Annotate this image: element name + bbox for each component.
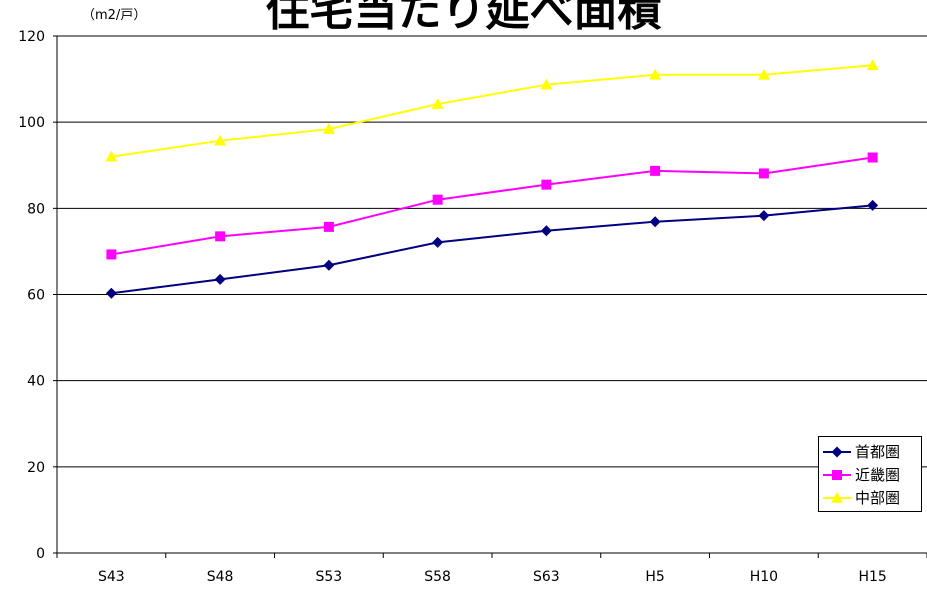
x-tick-label: S63 xyxy=(533,569,560,585)
data-point-shutoken xyxy=(649,216,661,228)
data-point-kinki xyxy=(106,249,117,260)
y-tick-label: 100 xyxy=(18,115,45,131)
data-point-shutoken xyxy=(432,236,444,248)
legend-label: 中部圏 xyxy=(855,489,901,507)
legend-swatch xyxy=(823,446,851,457)
data-point-chubu xyxy=(322,123,335,134)
data-point-kinki xyxy=(215,231,226,242)
legend-item-shutoken: 首都圏 xyxy=(822,440,921,463)
series-line-chubu xyxy=(111,64,873,158)
data-point-shutoken xyxy=(323,259,335,271)
legend-item-kinki: 近畿圏 xyxy=(822,463,921,486)
data-point-shutoken xyxy=(540,225,552,237)
x-tick-label: S53 xyxy=(316,569,343,585)
data-point-chubu xyxy=(866,59,879,71)
x-tick-label: H5 xyxy=(645,569,664,585)
y-tick-label: 0 xyxy=(36,546,45,562)
legend-label: 近畿圏 xyxy=(855,466,901,484)
legend-label: 首都圏 xyxy=(855,443,901,461)
y-tick-label: 120 xyxy=(18,29,45,45)
x-tick-label: S58 xyxy=(424,569,451,585)
data-point-kinki xyxy=(541,179,552,190)
x-tick-label: S43 xyxy=(98,569,125,585)
data-point-chubu xyxy=(757,68,770,80)
data-point-shutoken xyxy=(105,287,117,299)
chart-title: 住宅当たり延べ面積 xyxy=(265,0,662,36)
y-tick-label: 60 xyxy=(27,288,45,304)
x-tick-label: H15 xyxy=(858,569,886,585)
y-tick-label: 80 xyxy=(27,201,45,217)
data-point-chubu xyxy=(540,78,553,90)
legend-marker xyxy=(831,491,843,503)
data-point-chubu xyxy=(649,68,662,80)
series-line-shutoken xyxy=(111,204,873,295)
legend-item-chubu: 中部圏 xyxy=(822,486,921,509)
legend-marker xyxy=(832,469,842,480)
data-point-shutoken xyxy=(867,199,879,211)
x-tick-label: S48 xyxy=(207,569,234,585)
data-point-shutoken xyxy=(758,210,770,222)
series-line-kinki xyxy=(111,156,873,256)
x-tick-label: H10 xyxy=(750,569,778,585)
legend-swatch xyxy=(823,491,851,503)
y-tick-label: 40 xyxy=(27,374,45,390)
data-point-kinki xyxy=(323,221,334,232)
data-point-shutoken xyxy=(214,273,226,285)
data-point-kinki xyxy=(867,152,878,163)
legend-swatch xyxy=(823,469,851,480)
data-point-kinki xyxy=(758,168,769,179)
data-point-chubu xyxy=(105,150,118,162)
data-point-chubu xyxy=(431,98,444,109)
legend-marker xyxy=(831,446,843,457)
data-point-chubu xyxy=(214,134,227,146)
data-point-kinki xyxy=(432,194,443,205)
y-axis-unit-label: （m2/戸） xyxy=(82,8,147,23)
data-point-kinki xyxy=(650,165,661,176)
y-tick-label: 20 xyxy=(27,460,45,476)
legend: 首都圏 近畿圏 中部圏 xyxy=(818,436,922,512)
